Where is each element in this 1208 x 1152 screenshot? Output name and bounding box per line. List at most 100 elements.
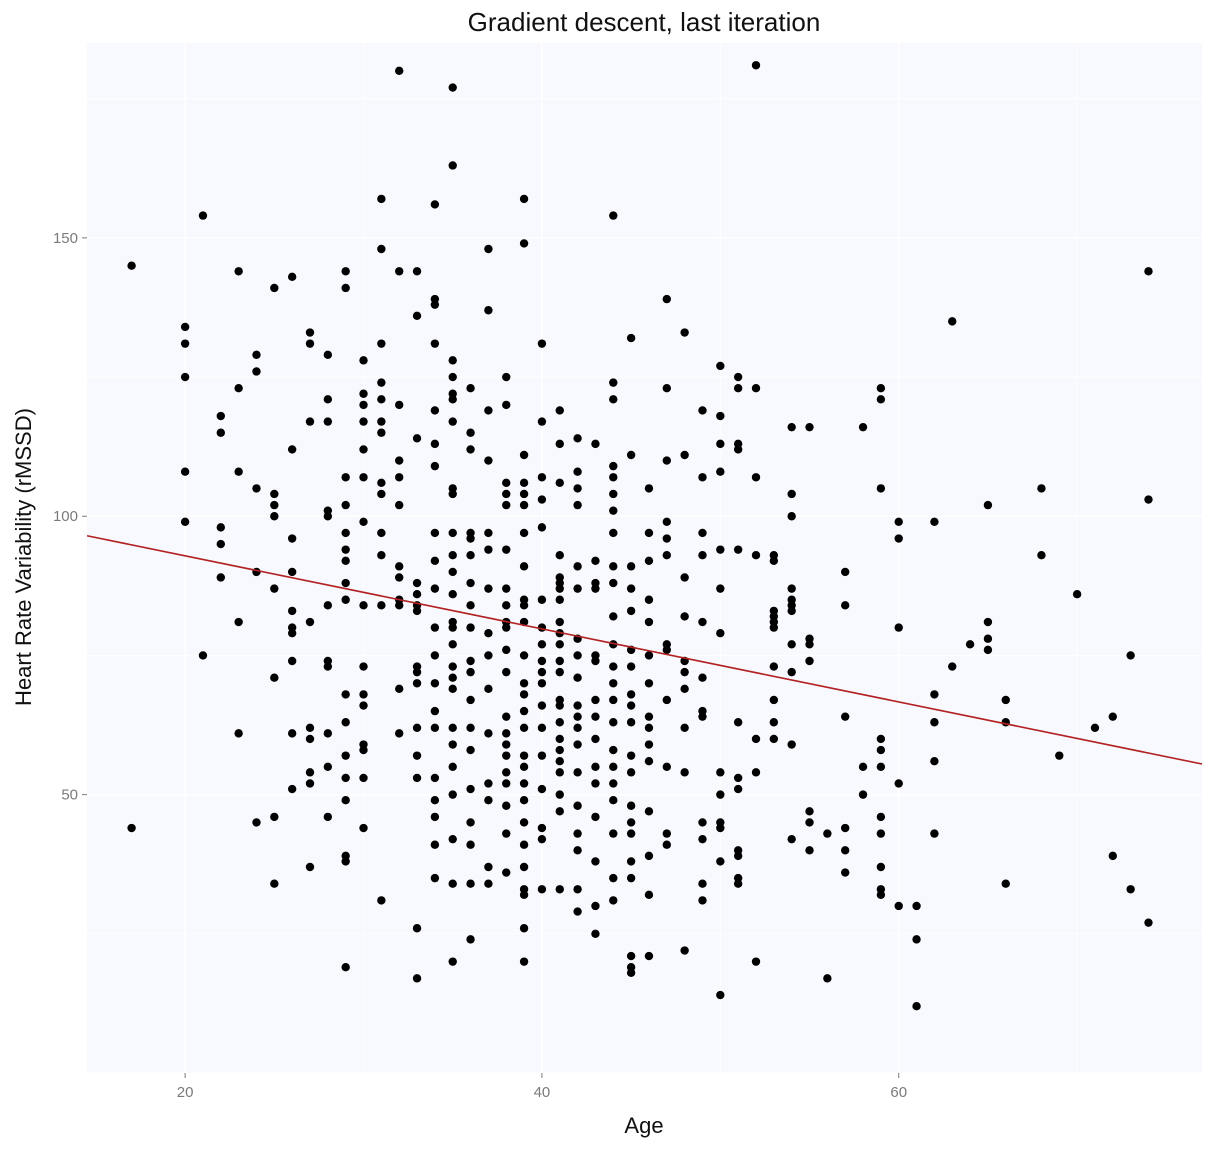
data-point <box>751 768 761 777</box>
data-point <box>662 840 671 849</box>
data-point <box>448 790 457 799</box>
data-point <box>591 929 600 939</box>
data-point <box>609 779 618 788</box>
data-point <box>377 551 386 560</box>
data-point <box>769 718 779 727</box>
data-point <box>484 879 493 888</box>
data-point <box>323 729 333 738</box>
data-point <box>930 718 939 727</box>
data-point <box>502 712 511 721</box>
data-point <box>626 562 636 571</box>
data-point <box>537 495 547 504</box>
data-point <box>448 834 457 844</box>
data-point <box>894 534 903 543</box>
data-point <box>626 768 636 777</box>
data-point <box>555 885 564 894</box>
data-point <box>287 534 297 543</box>
data-point <box>466 818 475 827</box>
data-point <box>252 350 261 359</box>
data-point <box>448 83 457 92</box>
data-point <box>252 484 261 493</box>
data-point <box>609 612 618 621</box>
data-point <box>805 656 814 666</box>
data-point <box>305 723 315 733</box>
data-point <box>609 528 618 538</box>
data-point <box>644 556 654 565</box>
data-point <box>698 712 707 721</box>
data-point <box>841 846 850 855</box>
data-point <box>502 372 511 382</box>
data-point <box>591 712 600 721</box>
data-point <box>412 723 422 733</box>
data-point <box>644 617 654 627</box>
data-point <box>270 283 279 293</box>
data-point <box>519 500 529 510</box>
data-point <box>1055 751 1064 760</box>
data-point <box>983 500 993 510</box>
y-tick-label: 100 <box>53 508 78 525</box>
data-point <box>591 901 600 911</box>
data-point <box>502 623 511 632</box>
data-point <box>537 784 547 794</box>
data-point <box>751 957 761 966</box>
data-point <box>502 400 511 410</box>
data-point <box>519 239 529 248</box>
data-point <box>466 745 475 755</box>
data-point <box>519 478 529 488</box>
data-point <box>787 667 796 677</box>
data-point <box>841 567 850 577</box>
data-point <box>519 690 529 699</box>
data-point <box>484 244 493 254</box>
data-point <box>876 383 886 393</box>
data-point <box>787 489 796 499</box>
data-point <box>430 200 440 209</box>
data-point <box>573 562 582 571</box>
data-point <box>502 829 511 838</box>
data-point <box>537 679 547 688</box>
data-point <box>430 651 440 660</box>
data-point <box>305 862 315 872</box>
data-point <box>412 267 422 276</box>
data-point <box>305 328 315 337</box>
data-point <box>412 974 422 983</box>
data-point <box>680 573 689 582</box>
data-point <box>1072 589 1082 599</box>
data-point <box>680 450 689 460</box>
data-point <box>323 812 333 822</box>
data-point <box>466 667 475 677</box>
data-point <box>127 823 136 833</box>
data-point <box>341 963 350 972</box>
data-point <box>484 651 493 660</box>
data-point <box>537 834 547 844</box>
data-point <box>519 924 529 933</box>
data-point <box>502 751 511 760</box>
data-point <box>519 762 529 771</box>
data-point <box>609 873 618 883</box>
data-point <box>270 489 279 499</box>
data-point <box>858 790 868 799</box>
data-point <box>448 528 457 538</box>
data-point <box>412 751 422 760</box>
data-point <box>359 389 368 398</box>
data-point <box>1108 712 1118 721</box>
data-point <box>484 628 493 638</box>
data-point <box>591 857 600 866</box>
data-point <box>395 684 404 694</box>
data-point <box>912 1001 921 1011</box>
data-point <box>733 773 743 783</box>
data-point <box>519 651 529 660</box>
data-point <box>430 439 440 449</box>
data-point <box>555 439 564 449</box>
data-point <box>680 723 689 733</box>
data-point <box>716 857 725 866</box>
data-point <box>359 823 368 833</box>
data-point <box>252 367 261 376</box>
data-point <box>377 244 386 254</box>
data-point <box>216 428 225 437</box>
data-point <box>555 807 564 816</box>
data-point <box>448 356 457 365</box>
data-point <box>341 473 350 482</box>
data-point <box>519 562 529 571</box>
data-point <box>252 567 261 577</box>
